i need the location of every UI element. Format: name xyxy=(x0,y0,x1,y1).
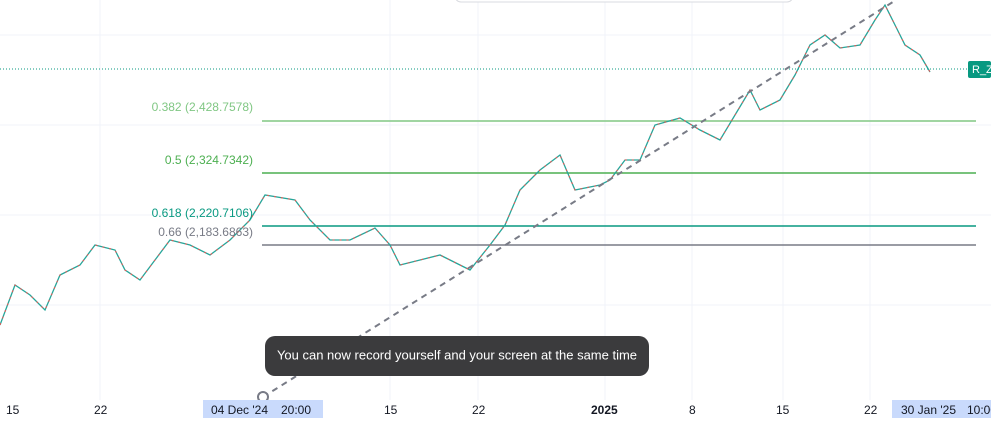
toast-text: You can now record yourself and your scr… xyxy=(277,347,637,362)
fib-label: 0.382 (2,428.7578) xyxy=(152,100,253,114)
toast xyxy=(265,336,649,376)
x-axis xyxy=(0,400,991,418)
axis-highlight xyxy=(892,400,991,418)
axis-highlight xyxy=(203,400,323,418)
x-tick-label: 04 Dec '24 xyxy=(211,403,268,417)
price-label: R_Z xyxy=(972,64,991,76)
price-series xyxy=(0,3,931,326)
x-tick-label: 15 xyxy=(384,403,398,417)
x-tick-label: 22 xyxy=(472,403,486,417)
x-tick-label: 22 xyxy=(94,403,108,417)
x-tick-label: 2025 xyxy=(591,403,618,417)
x-tick-label: 8 xyxy=(689,403,696,417)
price-series-down xyxy=(0,4,931,326)
price-badge xyxy=(968,61,991,78)
fib-label: 0.618 (2,220.7106) xyxy=(152,206,253,220)
x-tick-label: 15 xyxy=(6,403,20,417)
x-tick-label: 10:00 xyxy=(967,403,991,417)
fib-label: 0.5 (2,324.7342) xyxy=(165,153,253,167)
x-tick-label: 20:00 xyxy=(281,403,311,417)
x-tick-label: 15 xyxy=(776,403,790,417)
trend-line xyxy=(262,0,897,398)
x-tick-label: 30 Jan '25 xyxy=(901,403,956,417)
popup-edge xyxy=(455,0,793,3)
fib-label: 0.66 (2,183.6863) xyxy=(158,225,253,239)
x-tick-label: 22 xyxy=(864,403,878,417)
